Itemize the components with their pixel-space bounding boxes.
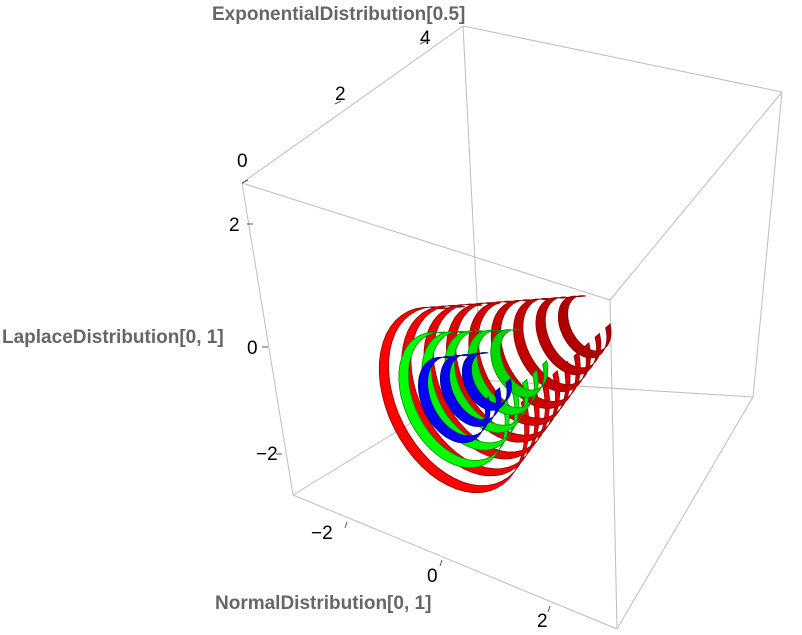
y-tick-label: 2: [229, 215, 240, 236]
box-edge: [241, 182, 294, 496]
y-tick-label: −2: [256, 444, 278, 465]
y-axis-title: LaplaceDistribution[0, 1]: [2, 327, 224, 348]
x-tick-label: 2: [537, 611, 548, 632]
tick-mark: [419, 40, 427, 45]
z-tick-label: 0: [237, 151, 248, 172]
ribbon: [535, 296, 602, 376]
tick-mark: [439, 559, 443, 567]
ribbon: [440, 354, 502, 427]
x-axis-title: NormalDistribution[0, 1]: [215, 593, 431, 614]
tick-marks: [241, 40, 551, 613]
ribbon: [461, 352, 512, 411]
box-edge: [292, 494, 618, 630]
ribbon-surfaces: [378, 295, 612, 494]
box-edge: [462, 25, 783, 93]
tick-mark: [241, 179, 249, 184]
x-tick-label: −2: [311, 523, 333, 544]
box-edge: [609, 299, 618, 630]
box-edge: [616, 396, 754, 630]
z-tick-label: 4: [420, 28, 431, 49]
tick-mark: [334, 100, 342, 105]
z-tick-label: 2: [335, 84, 346, 105]
ribbon: [513, 298, 591, 393]
ribbon: [490, 329, 549, 398]
box-edge: [609, 91, 783, 301]
tick-mark: [344, 521, 348, 529]
box-edge: [241, 182, 611, 301]
z-axis-title: ExponentialDistribution[0.5]: [212, 4, 465, 25]
ribbon: [417, 355, 491, 444]
tick-mark: [547, 605, 551, 613]
box-edge: [752, 91, 783, 398]
box-edge: [241, 25, 464, 184]
x-tick-label: 0: [427, 566, 438, 587]
y-tick-label: 0: [247, 338, 258, 359]
ribbon: [557, 295, 612, 359]
